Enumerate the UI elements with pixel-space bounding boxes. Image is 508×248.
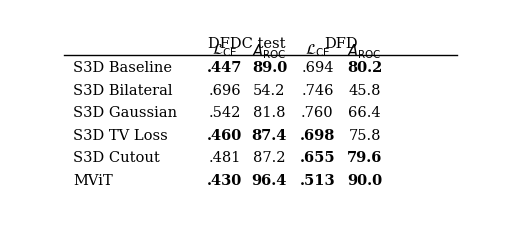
Text: 89.0: 89.0 [252,61,287,75]
Text: MViT: MViT [73,174,113,188]
Text: .696: .696 [209,84,241,98]
Text: $\mathcal{L}_{\mathrm{CE}}$: $\mathcal{L}_{\mathrm{CE}}$ [305,42,330,59]
Text: $A_{\mathrm{ROC}}$: $A_{\mathrm{ROC}}$ [252,42,287,61]
Text: .513: .513 [300,174,335,188]
Text: S3D TV Loss: S3D TV Loss [73,129,168,143]
Text: 96.4: 96.4 [252,174,287,188]
Text: DFD: DFD [324,37,358,51]
Text: 90.0: 90.0 [347,174,382,188]
Text: .542: .542 [209,106,241,120]
Text: DFDC test: DFDC test [208,37,286,51]
Text: $A_{\mathrm{ROC}}$: $A_{\mathrm{ROC}}$ [347,42,382,61]
Text: .430: .430 [207,174,242,188]
Text: .698: .698 [300,129,335,143]
Text: .481: .481 [209,152,241,165]
Text: .760: .760 [301,106,334,120]
Text: S3D Gaussian: S3D Gaussian [73,106,177,120]
Text: .746: .746 [301,84,334,98]
Text: 54.2: 54.2 [253,84,285,98]
Text: .655: .655 [300,152,335,165]
Text: S3D Bilateral: S3D Bilateral [73,84,173,98]
Text: 87.4: 87.4 [252,129,287,143]
Text: .694: .694 [301,61,334,75]
Text: S3D Cutout: S3D Cutout [73,152,160,165]
Text: 81.8: 81.8 [253,106,285,120]
Text: 80.2: 80.2 [347,61,383,75]
Text: .460: .460 [207,129,242,143]
Text: .447: .447 [207,61,243,75]
Text: 66.4: 66.4 [348,106,381,120]
Text: 87.2: 87.2 [253,152,285,165]
Text: S3D Baseline: S3D Baseline [73,61,172,75]
Text: 75.8: 75.8 [348,129,381,143]
Text: 45.8: 45.8 [348,84,381,98]
Text: $\mathcal{L}_{\mathrm{CE}}$: $\mathcal{L}_{\mathrm{CE}}$ [212,42,238,59]
Text: 79.6: 79.6 [347,152,383,165]
